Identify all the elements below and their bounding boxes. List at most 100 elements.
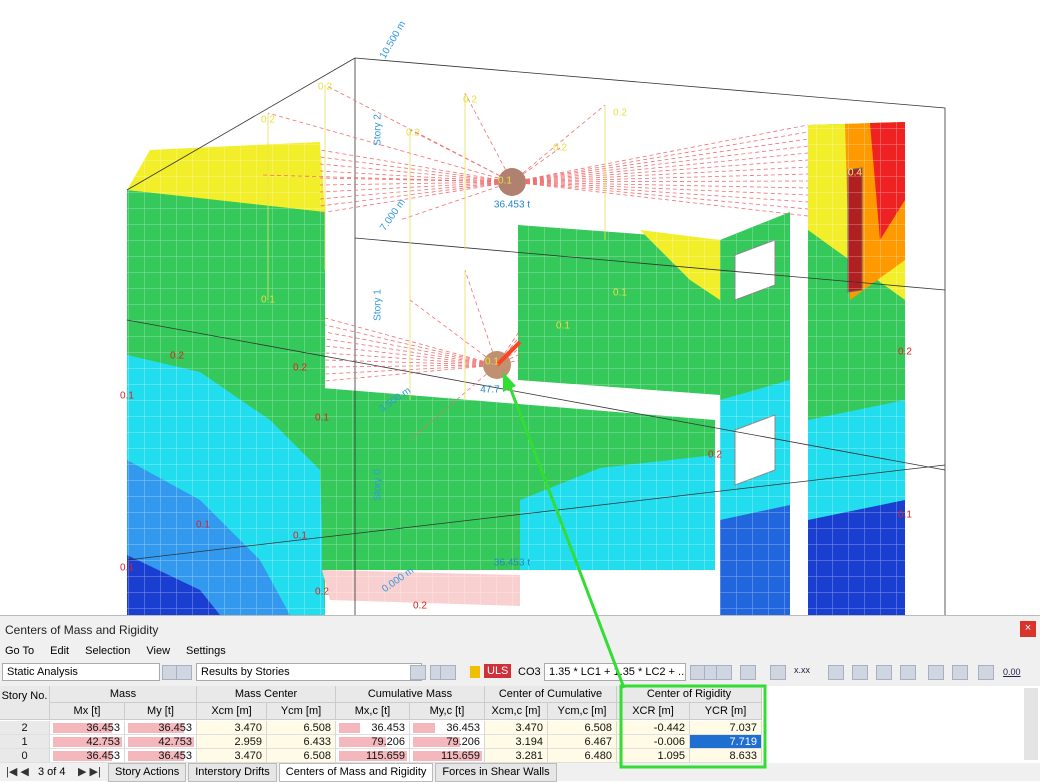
fan-line [496,353,521,366]
table-cell[interactable]: 1.095 [617,749,690,763]
toolbar-icon[interactable] [716,665,732,680]
toolbar-icon[interactable] [770,665,786,680]
toolbar-icon[interactable] [952,665,968,680]
table-cell[interactable]: -0.442 [617,721,690,735]
fan-line [399,181,513,221]
menu-item[interactable]: Selection [85,645,131,657]
story-label: Story 2 [373,114,384,146]
fan-line [511,181,809,203]
walls [127,120,907,615]
menu-item[interactable]: Settings [186,645,226,657]
tab[interactable]: Story Actions [108,763,187,782]
table-cell[interactable]: 36.453 [50,749,125,763]
fan-line [511,180,809,183]
menu-item[interactable]: View [146,645,171,657]
table-cell[interactable]: 3.194 [485,735,548,749]
table-cell[interactable]: 0 [0,749,50,763]
contour-label: 0.1 [293,531,307,542]
table-cell[interactable]: 3.470 [197,721,267,735]
fan-line [319,149,513,183]
contour-label: 0.1 [556,321,570,332]
table-cell[interactable]: 2 [0,721,50,735]
table-cell[interactable]: 6.508 [267,749,336,763]
column-header: XCR [m] [617,703,690,720]
table-cell[interactable]: 6.467 [548,735,617,749]
table-cell[interactable]: 79.206 [336,735,410,749]
fan-line [511,124,809,183]
table-cell[interactable]: 1 [0,735,50,749]
table-cell[interactable]: 115.659 [336,749,410,763]
column-header: Xcm,c [m] [485,703,548,720]
table-cell[interactable]: 42.753 [50,735,125,749]
column-header: My,c [t] [410,703,485,720]
table-cell[interactable]: 36.453 [125,721,197,735]
fan-line [511,181,809,189]
pager: 3 of 4 [38,766,66,778]
table-cell[interactable]: 36.453 [410,721,485,735]
table-cell[interactable]: 6.508 [267,721,336,735]
combination-dropdown[interactable]: 1.35 * LC1 + 1.35 * LC2 + ... [544,663,686,681]
contour-label: 0.1 [613,288,627,299]
pager-nav[interactable]: ▶ ▶| [78,766,101,778]
scrollbar[interactable] [1024,688,1038,760]
toolbar-icon[interactable] [440,665,456,680]
toolbar-icon-text[interactable]: x.xx [794,665,811,675]
toolbar-icon[interactable] [410,665,426,680]
toolbar-icon[interactable] [740,665,756,680]
table-cell[interactable]: 3.470 [197,749,267,763]
fan-line [319,156,513,183]
contour-label: 0.1 [261,295,275,306]
story-label: Story 1 [373,289,384,321]
table-cell[interactable]: 42.753 [125,735,197,749]
contour-label: 0.2 [898,347,912,358]
fan-line [324,364,498,368]
table-cell[interactable]: 6.508 [548,721,617,735]
table-cell[interactable]: 79.206 [410,735,485,749]
table-cell[interactable]: 6.433 [267,735,336,749]
cell-bar [339,723,361,733]
table-cell[interactable]: 36.453 [336,721,410,735]
toolbar-icon-text[interactable]: 0.00 [1003,667,1021,677]
column-header: My [t] [125,703,197,720]
contour-label: 0.2 [261,115,275,126]
results-dropdown[interactable]: Results by Stories [196,663,422,681]
toolbar-icon[interactable] [900,665,916,680]
result-table: Story No. Mass Mass Center Cumulative Mass C… [0,686,1040,763]
table-cell[interactable]: 8.633 [690,749,762,763]
fan-line [267,112,513,183]
table-cell[interactable]: 7.719 [690,735,762,749]
toolbar-icon[interactable] [852,665,868,680]
menu-item[interactable]: Edit [50,645,70,657]
table-cell[interactable]: 36.453 [50,721,125,735]
toolbar-icon[interactable] [928,665,944,680]
analysis-dropdown[interactable]: Static Analysis [2,663,160,681]
tab[interactable]: Centers of Mass and Rigidity [278,763,434,782]
table-cell[interactable]: 3.470 [485,721,548,735]
mass-label: 36.453 t [494,558,530,569]
fan-line [496,347,521,366]
close-button[interactable]: × [1020,621,1036,637]
menu-item[interactable]: Go To [5,645,35,657]
table-cell[interactable]: -0.006 [617,735,690,749]
cell-bar [128,737,194,747]
table-cell[interactable]: 6.480 [548,749,617,763]
contour-label: 0.4 [848,168,862,179]
table-cell[interactable]: 115.659 [410,749,485,763]
table-cell[interactable]: 36.453 [125,749,197,763]
toolbar-icon[interactable] [876,665,892,680]
column-header: Xcm [m] [197,703,267,720]
table-cell[interactable]: 2.959 [197,735,267,749]
toolbar-icon[interactable] [978,665,994,680]
contour-label: 0.1 [120,391,134,402]
dropdown-text: 1.35 * LC1 + 1.35 * LC2 + ... [549,666,686,678]
table-cell[interactable]: 7.037 [690,721,762,735]
tab[interactable]: Interstory Drifts [188,763,277,782]
rigidity-fans [261,84,809,441]
toolbar-icon[interactable] [828,665,844,680]
fan-line [324,364,498,375]
table-cell[interactable]: 3.281 [485,749,548,763]
toolbar-icon[interactable] [176,665,192,680]
tab[interactable]: Forces in Shear Walls [435,763,557,782]
group-header: Center of Cumulative Mass [485,686,617,703]
pager-nav[interactable]: |◀ ◀ [6,766,29,778]
